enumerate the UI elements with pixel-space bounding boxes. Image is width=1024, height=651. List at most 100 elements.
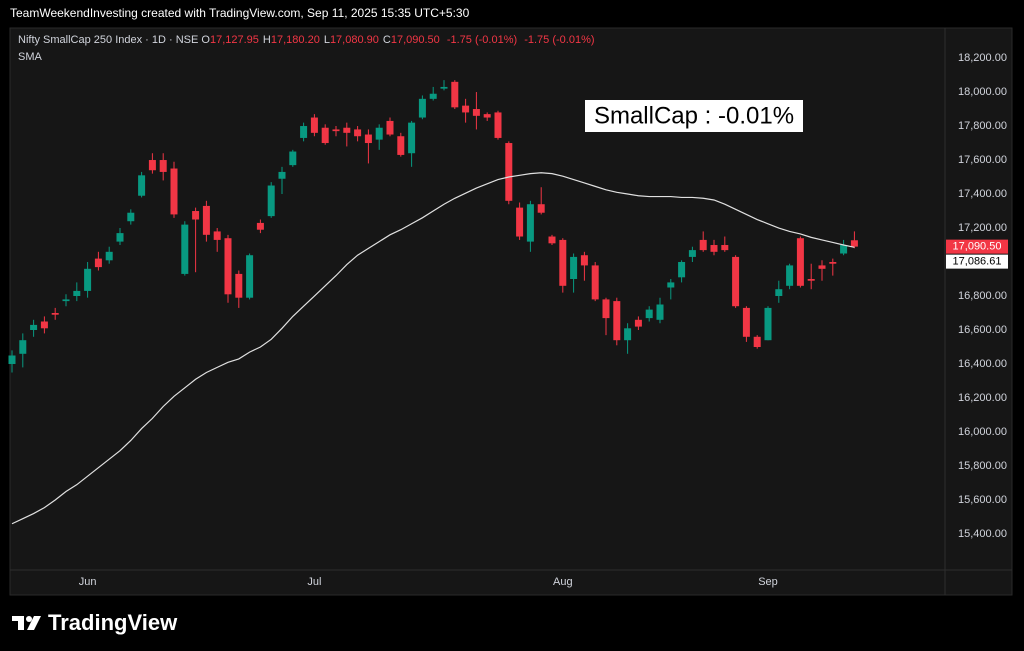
candle-body <box>30 324 38 330</box>
candle-body <box>440 86 448 89</box>
candle-body <box>73 290 81 297</box>
candle-body <box>310 117 318 133</box>
legend: Nifty SmallCap 250 Index · 1D · NSE O17,… <box>18 34 599 46</box>
ohlc-key: O <box>201 34 210 46</box>
price-tag <box>946 239 1008 254</box>
candle-body <box>159 160 167 172</box>
candle-body <box>807 279 815 281</box>
candle-body <box>354 129 362 137</box>
candle-body <box>170 168 178 215</box>
candle-body <box>84 268 92 291</box>
candle-body <box>840 245 848 254</box>
candle-body <box>429 93 437 99</box>
candle-body <box>192 211 200 220</box>
candle-body <box>94 258 102 268</box>
candle-body <box>148 160 156 171</box>
candle-body <box>613 301 621 341</box>
candle-body <box>213 231 221 240</box>
chart: 15,400.00 15,600.00 15,800.00 16,000.00 16,2… <box>8 27 1013 596</box>
y-tick-label: 18,000.00 <box>958 86 1007 98</box>
candle-body <box>732 256 740 307</box>
candle-body <box>505 143 513 201</box>
candle-body <box>246 255 254 298</box>
logo-icon <box>12 616 41 630</box>
change: -1.75 (-0.01%) <box>524 34 595 46</box>
candle-body <box>570 256 578 280</box>
candle-body <box>850 240 858 247</box>
y-tick-label: 16,200.00 <box>958 392 1007 404</box>
candle-body <box>267 185 275 217</box>
candle-body <box>386 120 394 135</box>
x-tick-label: Jun <box>79 576 97 588</box>
candle-body <box>580 255 588 266</box>
candle-body <box>451 81 459 108</box>
candle-body <box>699 239 707 251</box>
candle-body <box>408 122 416 154</box>
candle-body <box>667 282 675 288</box>
candle-body <box>397 136 405 155</box>
y-tick-label: 16,800.00 <box>958 290 1007 302</box>
candle-body <box>256 222 264 230</box>
candle-body <box>721 245 729 251</box>
candle-body <box>753 336 761 347</box>
candle-body <box>278 171 286 179</box>
candle-body <box>634 319 642 327</box>
y-tick-label: 17,800.00 <box>958 120 1007 132</box>
y-tick-label: 16,400.00 <box>958 358 1007 370</box>
candle-body <box>494 112 502 138</box>
candle-body <box>8 355 16 364</box>
indicator-name: SMA <box>18 51 42 63</box>
candle-body <box>829 262 837 264</box>
x-tick-label: Jul <box>307 576 321 588</box>
candle-body <box>235 273 243 298</box>
candle-body <box>516 207 524 237</box>
candle-body <box>62 299 70 302</box>
candle-body <box>332 129 340 132</box>
candle-body <box>624 328 632 341</box>
chart-panel <box>9 27 1013 596</box>
y-tick-label: 17,600.00 <box>958 154 1007 166</box>
sma-line <box>11 172 855 525</box>
ohlc-key: H <box>262 34 271 46</box>
price-tag <box>946 254 1008 269</box>
ohlc-value: 17,127.95 <box>209 34 259 46</box>
price-tag-label: 17,086.61 <box>953 256 1002 268</box>
logo-text: TradingView <box>48 610 178 635</box>
candle-body <box>19 340 27 354</box>
candle-body <box>764 307 772 341</box>
candle-body <box>786 265 794 286</box>
ohlc-key: L <box>323 34 330 46</box>
candle-body <box>678 262 686 278</box>
candle-body <box>796 238 804 286</box>
candle-body <box>526 204 534 242</box>
candle-body <box>40 321 48 329</box>
candle-body <box>602 299 610 319</box>
candle-body <box>51 313 59 315</box>
candle-body <box>181 224 189 274</box>
y-tick-label: 16,000.00 <box>958 426 1007 438</box>
candle-body <box>418 98 426 118</box>
y-tick-label: 15,800.00 <box>958 460 1007 472</box>
y-tick-label: 15,600.00 <box>958 494 1007 506</box>
annotation-box <box>585 100 803 132</box>
change: -1.75 (-0.01%) <box>446 34 518 46</box>
y-tick-label: 15,400.00 <box>958 528 1007 540</box>
ohlc-key: C <box>382 34 391 46</box>
candle-body <box>591 265 599 300</box>
ohlc-value: 17,090.50 <box>390 34 440 46</box>
y-tick-label: 16,600.00 <box>958 324 1007 336</box>
annotation: SmallCap : -0.01% <box>594 102 794 129</box>
candle-body <box>656 304 664 320</box>
candle-body <box>127 212 135 222</box>
candle-body <box>688 250 696 257</box>
ohlc-value: 17,180.20 <box>270 34 320 46</box>
candle-body <box>105 251 113 261</box>
x-tick-label: Sep <box>758 576 778 588</box>
candle-body <box>559 239 567 286</box>
candle-body <box>483 114 491 118</box>
candle-body <box>202 205 210 235</box>
candle-body <box>138 175 146 196</box>
ohlc-value: 17,080.90 <box>329 34 379 46</box>
candle-body <box>537 204 545 213</box>
candle-body <box>224 238 232 295</box>
